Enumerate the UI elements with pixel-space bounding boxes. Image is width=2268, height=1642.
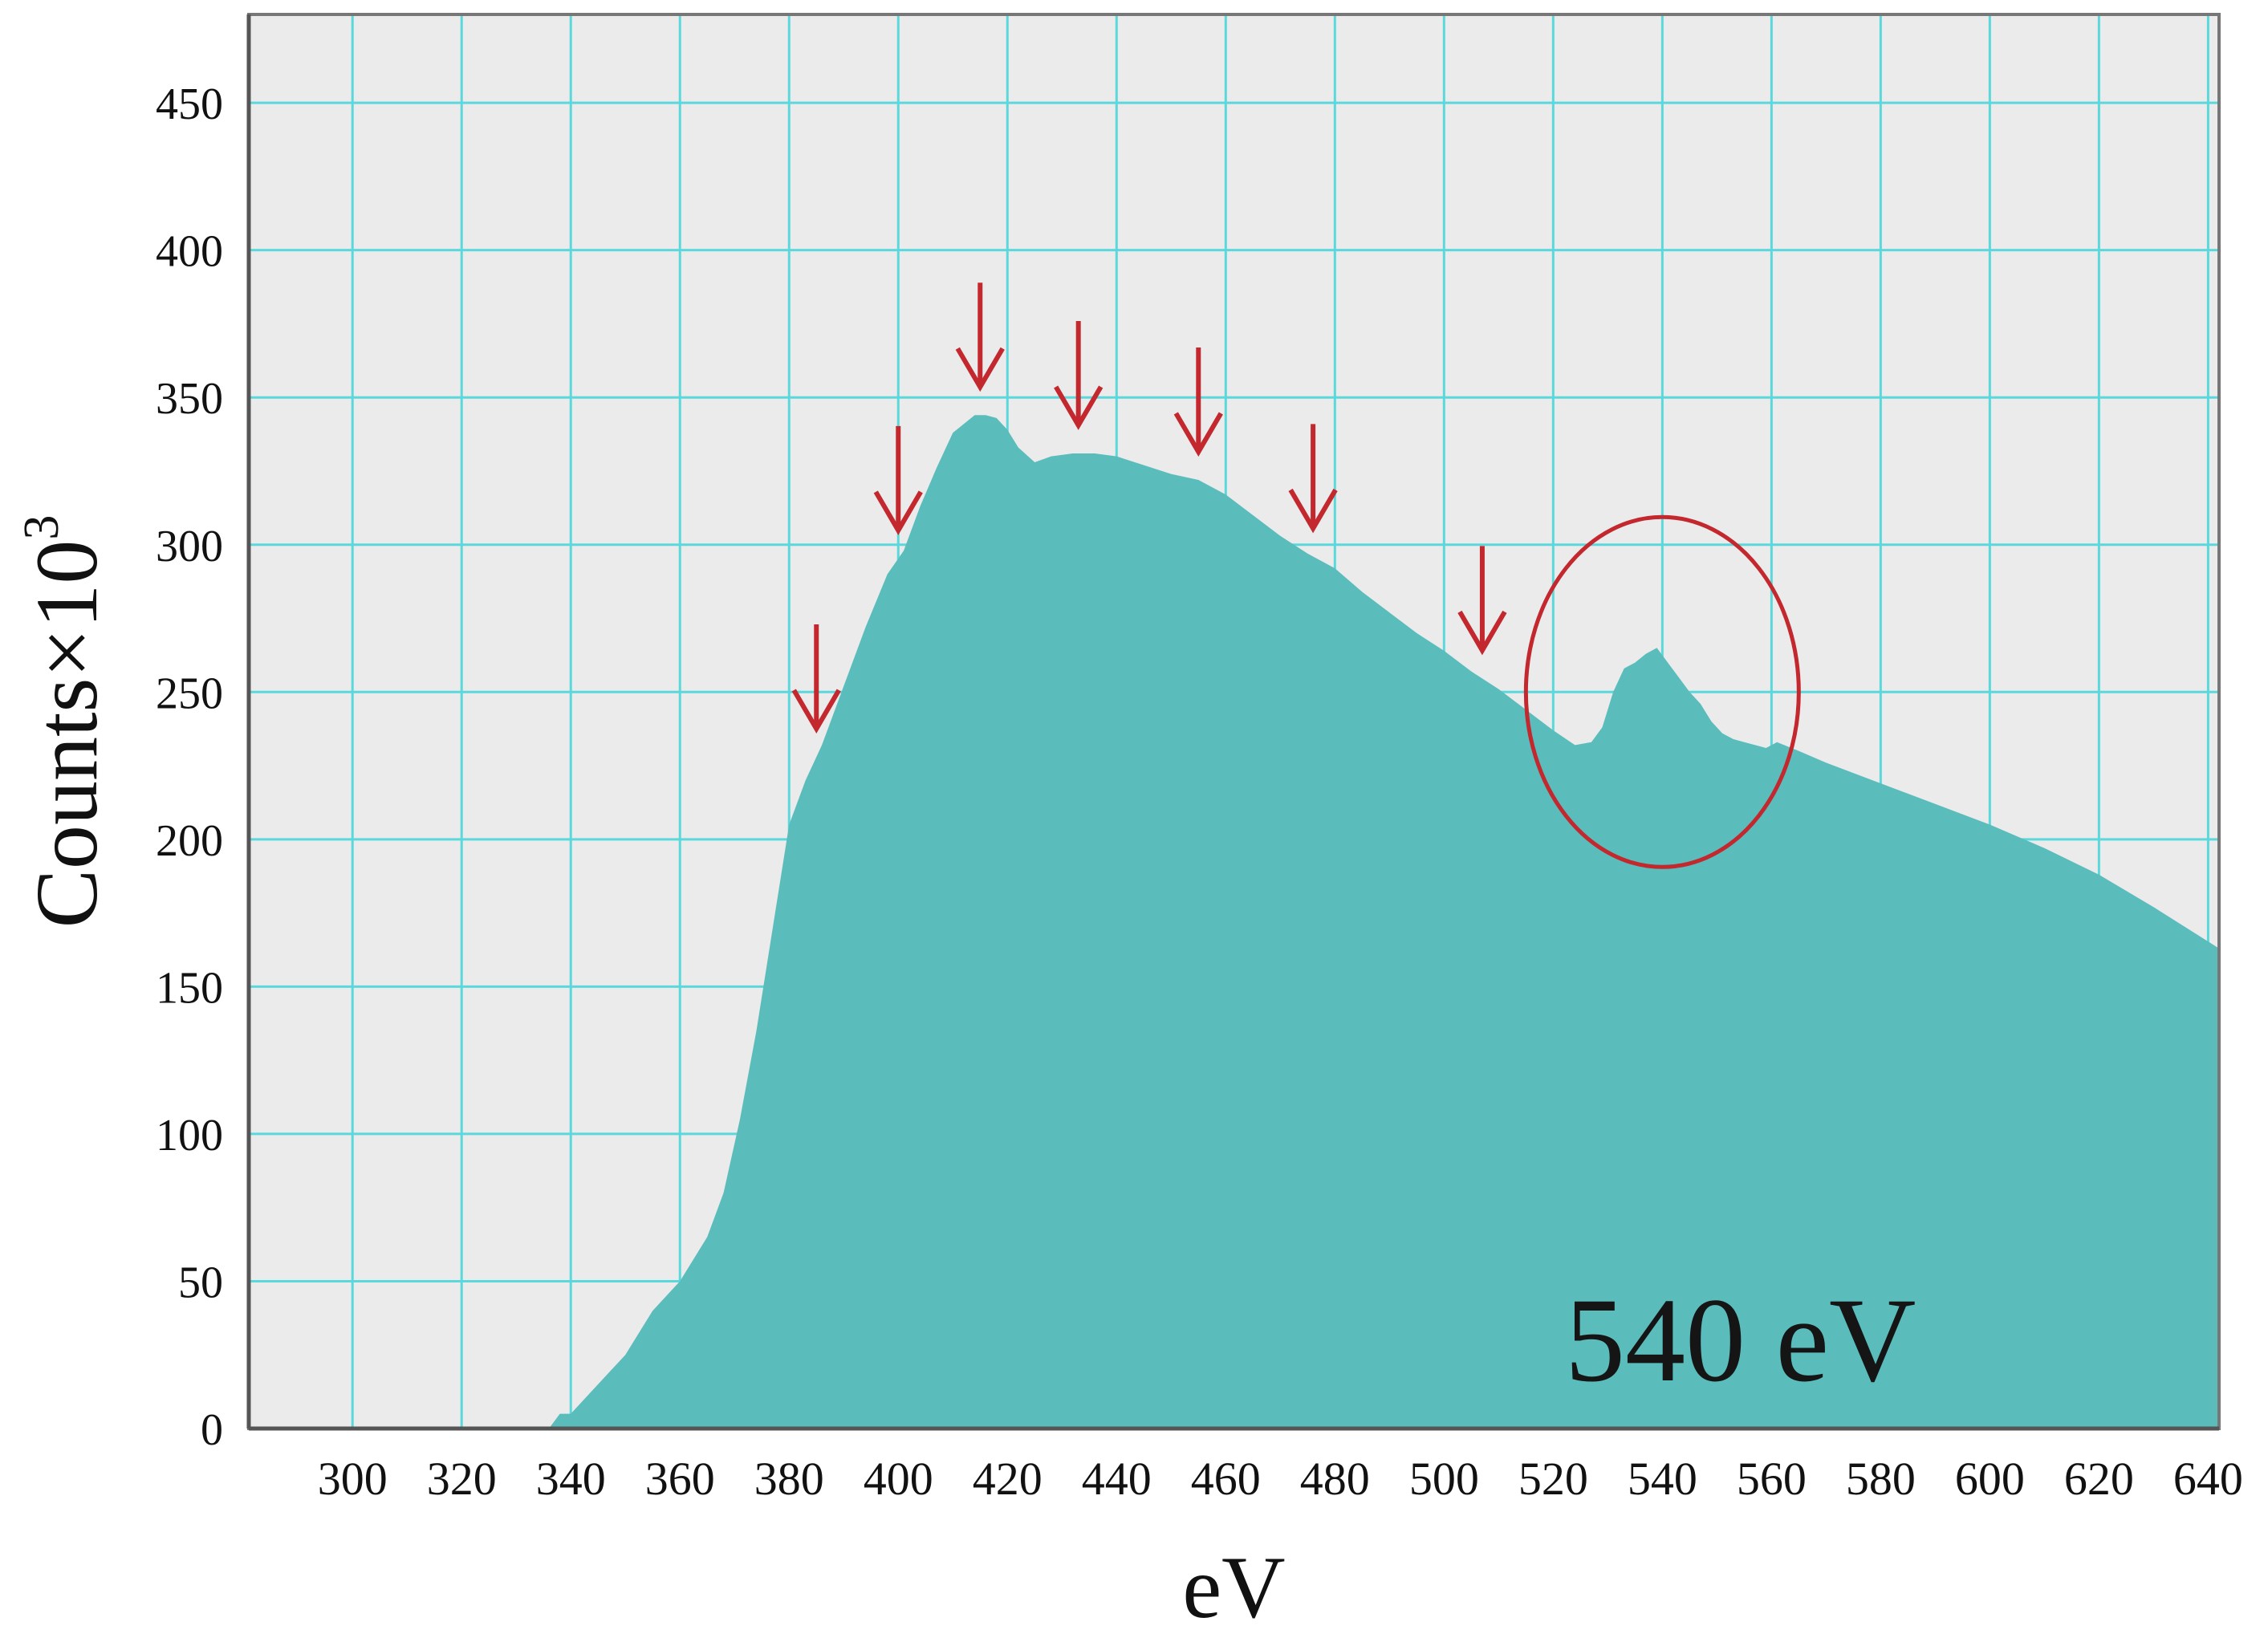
- x-axis-title: eV: [1182, 1538, 1285, 1636]
- energy-label: 540 eV: [1565, 1274, 1916, 1407]
- arrow-head: [1054, 385, 1104, 430]
- y-tick-label: 0: [201, 1405, 223, 1455]
- arrow-head: [1173, 412, 1223, 457]
- arrow-head: [791, 689, 841, 734]
- y-tick-label: 100: [156, 1111, 223, 1160]
- x-tick-label: 460: [1191, 1453, 1261, 1505]
- y-axis-title-group: Counts×103: [14, 515, 116, 929]
- annotation-arrow: [873, 425, 923, 535]
- y-tick-label: 150: [156, 963, 223, 1013]
- x-tick-label: 300: [318, 1453, 388, 1505]
- arrow-head: [955, 347, 1005, 392]
- x-tick-label: 520: [1518, 1453, 1588, 1505]
- annotation-arrow: [1054, 320, 1104, 430]
- x-tick-label: 360: [645, 1453, 715, 1505]
- x-tick-label: 440: [1082, 1453, 1152, 1505]
- y-tick-label: 200: [156, 816, 223, 866]
- highlight-ellipse: [1523, 514, 1801, 869]
- x-tick-label: 480: [1300, 1453, 1370, 1505]
- x-tick-label: 600: [1955, 1453, 2025, 1505]
- annotation-arrow: [1457, 546, 1507, 656]
- arrow-head: [1457, 610, 1507, 656]
- y-axis-title-exponent: 3: [14, 515, 69, 540]
- x-tick-label: 380: [754, 1453, 824, 1505]
- y-tick-label: 50: [178, 1258, 223, 1307]
- y-tick-label: 250: [156, 669, 223, 718]
- annotation-arrow: [1173, 347, 1223, 457]
- y-axis-title: Counts×103: [14, 515, 116, 929]
- annotation-arrow: [955, 282, 1005, 392]
- y-tick-labels: 0 50 100 150 200 250 300 350 400 450: [156, 79, 223, 1455]
- x-tick-label: 640: [2173, 1453, 2243, 1505]
- y-axis-title-main: Counts×10: [18, 540, 116, 929]
- spectrum-area: [249, 415, 2219, 1429]
- x-tick-labels: 300 320 340 360 380 400 420 440 460 480 500 520 540 5…: [318, 1453, 2243, 1505]
- y-tick-label: 400: [156, 227, 223, 277]
- x-tick-label: 620: [2064, 1453, 2134, 1505]
- annotation-arrow: [791, 624, 841, 734]
- axes-frame: [246, 13, 2221, 1431]
- y-tick-label: 300: [156, 522, 223, 571]
- y-tick-label: 450: [156, 79, 223, 129]
- x-tick-label: 500: [1409, 1453, 1479, 1505]
- arrow-head: [873, 490, 923, 535]
- x-tick-label: 400: [864, 1453, 933, 1505]
- x-tick-label: 560: [1737, 1453, 1807, 1505]
- x-tick-label: 540: [1628, 1453, 1697, 1505]
- x-tick-label: 340: [536, 1453, 606, 1505]
- x-tick-label: 320: [427, 1453, 497, 1505]
- x-tick-label: 580: [1846, 1453, 1916, 1505]
- y-tick-label: 350: [156, 374, 223, 424]
- annotations: [791, 282, 1801, 869]
- arrow-head: [1288, 488, 1338, 534]
- annotation-arrow: [1288, 424, 1338, 534]
- x-tick-label: 420: [973, 1453, 1043, 1505]
